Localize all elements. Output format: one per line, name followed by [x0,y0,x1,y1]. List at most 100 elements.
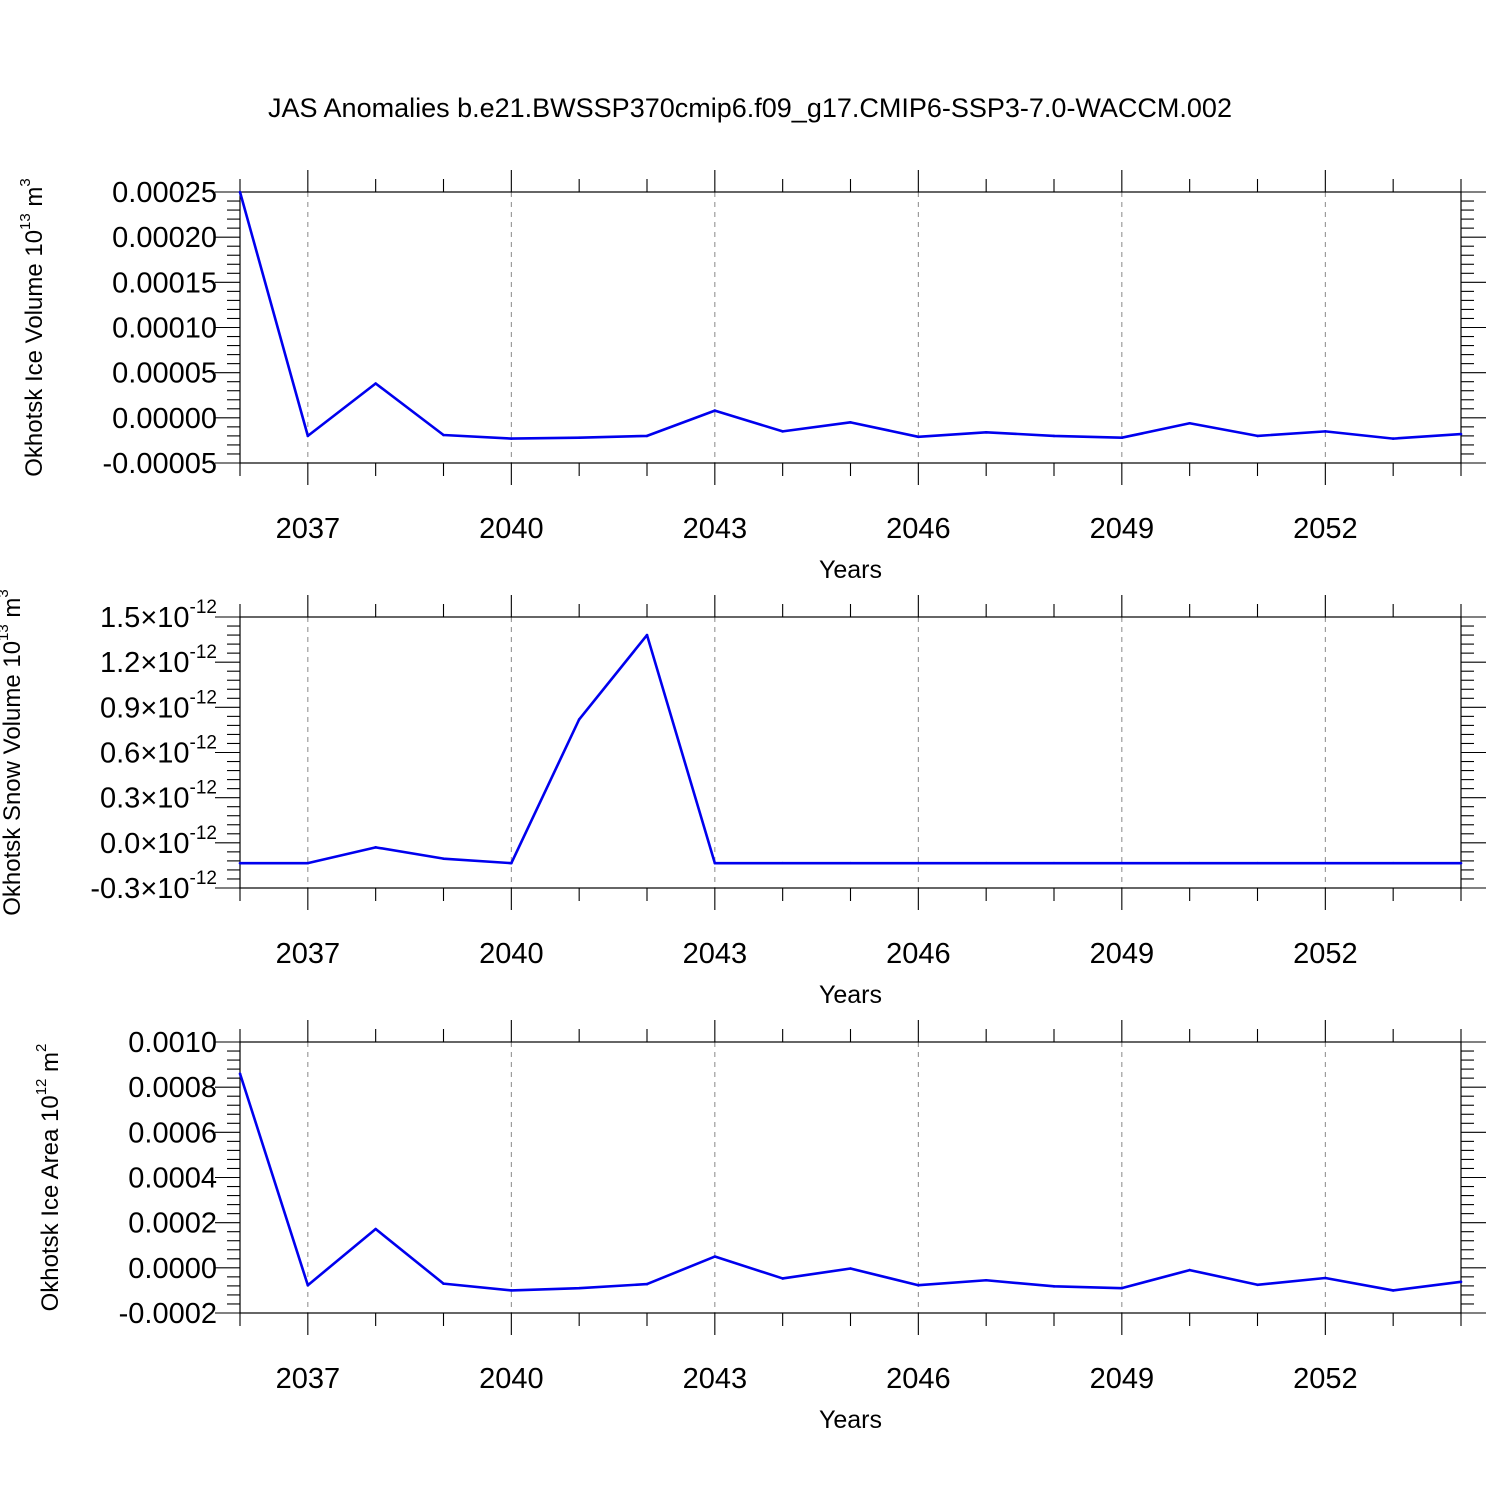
panel-2: 2037 2040 2043 2046 2049 2052 1.5×10-12 1.2×10-… [0,589,1486,1009]
y-tick-label: 0.3×10-12 [100,778,217,815]
y-axis-label: Okhotsk Ice Volume 1013 m3 [17,178,48,477]
data-point [442,433,445,437]
panel-1: 2037 2040 2043 2046 2049 2052 0.00025 0.00020 0.… [17,170,1486,584]
plot-frame [239,616,1462,889]
data-point [917,861,920,865]
data-point [1120,861,1124,865]
x-tick-label: 2043 [683,513,748,545]
x-tick-label: 2049 [1090,938,1155,970]
data-point [1188,1268,1191,1272]
data-point [577,1286,581,1290]
data-point [1459,1280,1463,1284]
data-point [781,430,784,433]
data-point [1256,434,1259,438]
data-point [645,1282,649,1286]
data-point [984,1278,988,1282]
data-point [442,1282,445,1285]
data-point [1459,432,1463,436]
data-point [510,1289,513,1292]
x-tick-label: 2040 [479,938,544,970]
y-tick-label: 0.0008 [128,1072,217,1104]
data-point [713,861,717,865]
y-axis-label: Okhotsk Snow Volume 1013 m3 [0,589,26,916]
y-tick-label: 0.00020 [112,222,217,254]
data-point [1120,1286,1124,1290]
data-point [849,1267,852,1270]
x-tick-label: 2049 [1090,513,1155,545]
y-tick-label: 0.00010 [112,313,217,345]
data-point [713,1255,717,1258]
x-tick-label: 2052 [1293,1363,1358,1395]
series-line [238,1073,1462,1292]
data-point [984,430,988,434]
y-tick-label: 0.00025 [112,177,217,209]
y-tick-label: 0.0010 [128,1027,217,1059]
data-point [1120,436,1124,440]
x-tick-label: 2037 [276,513,341,545]
y-tick-label: 0.9×10-12 [100,687,217,724]
data-point [1052,861,1056,865]
data-point [713,409,717,412]
x-tick-label: 2043 [683,938,748,970]
data-point [781,861,784,865]
y-tick-label: 0.00005 [112,358,217,390]
data-point [306,861,310,865]
x-tick-label: 2040 [479,513,544,545]
x-axis-label: Years [819,981,882,1009]
y-tick-label: 0.0000 [128,1253,217,1285]
x-tick-label: 2037 [276,1363,341,1395]
data-point [1324,1276,1327,1280]
data-point [238,190,242,194]
series-line [238,191,1462,440]
x-tick-label: 2046 [886,513,951,545]
data-point [577,718,581,721]
data-point [1324,430,1327,433]
x-tick-label: 2046 [886,1363,951,1395]
y-axis-label: Okhotsk Ice Area 1012 m2 [33,1044,64,1312]
panel-3: 2037 2040 2043 2046 2049 2052 0.0010 0.0008 0.00… [33,1020,1486,1434]
data-point [1324,861,1327,865]
data-point [374,846,377,849]
data-point [984,861,988,865]
data-point [577,436,581,440]
x-tick-label: 2046 [886,938,951,970]
y-tick-label: 0.00015 [112,267,217,299]
data-point [1052,1285,1056,1288]
data-point [645,633,649,637]
data-point [510,861,513,865]
data-point [306,434,310,438]
y-tick-label: 0.0×10-12 [100,823,217,860]
series-line [240,633,1461,865]
data-point [1391,1289,1395,1292]
data-point [306,1283,310,1287]
data-point [1256,861,1259,865]
y-tick-label: 0.6×10-12 [100,733,217,770]
x-tick-label: 2037 [276,938,341,970]
data-point [1256,1283,1259,1287]
data-point [1391,861,1395,865]
data-point [849,421,852,424]
x-axis-label: Years [819,1406,882,1434]
data-point [238,1072,242,1075]
data-point [1391,437,1395,440]
y-tick-label: -0.0002 [119,1298,217,1330]
data-point [374,382,377,385]
y-tick-label: 0.0006 [128,1117,217,1149]
data-point [917,1283,920,1287]
data-point [849,861,852,865]
data-point [374,1227,377,1231]
data-point [442,857,445,860]
x-axis-label: Years [819,556,882,584]
y-tick-label: 1.2×10-12 [100,642,217,679]
data-point [238,861,242,865]
x-tick-label: 2052 [1293,938,1358,970]
figure-title: JAS Anomalies b.e21.BWSSP370cmip6.f09_g1… [268,93,1232,123]
plot-frame [239,1041,1462,1314]
data-point [917,435,920,439]
x-tick-label: 2052 [1293,513,1358,545]
y-tick-label: 1.5×10-12 [100,597,217,634]
data-point [1188,861,1191,865]
x-tick-label: 2040 [479,1363,544,1395]
y-tick-label: -0.00005 [103,448,218,480]
